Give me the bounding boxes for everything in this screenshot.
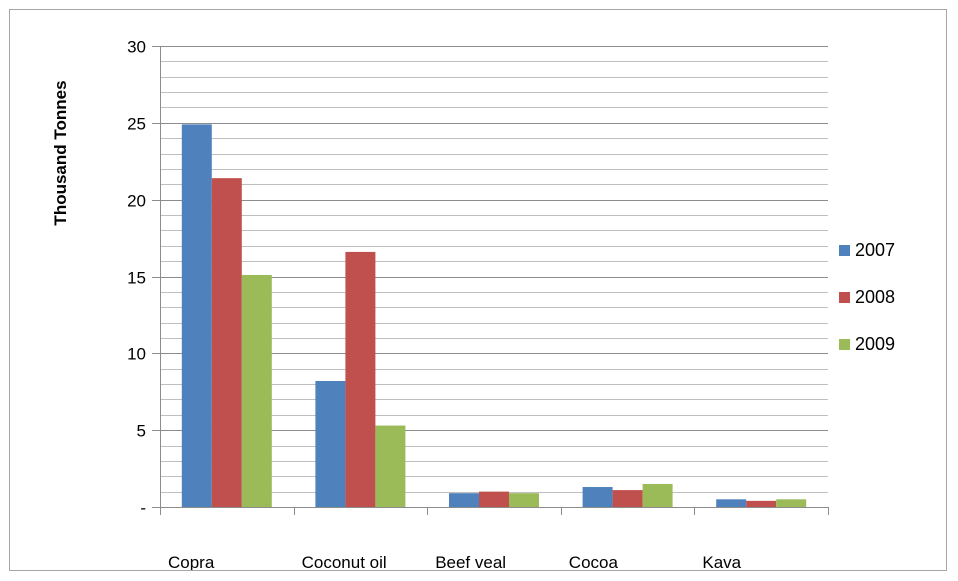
x-category-label: Coconut oil [302, 553, 387, 570]
bar-2008-cocoa [612, 490, 643, 507]
bar-2007-cocoa [582, 487, 613, 507]
bar-2007-kava [716, 499, 747, 507]
x-category-label: Cocoa [569, 553, 619, 570]
legend-swatch-2007 [839, 245, 850, 256]
legend-swatch-2008 [839, 292, 850, 303]
y-tick-label: - [140, 499, 146, 518]
bar-2009-coconut-oil [375, 425, 406, 507]
x-category-label: Beef veal [435, 553, 506, 570]
bar-2008-kava [746, 500, 777, 507]
legend: 2007 2008 2009 [839, 240, 895, 354]
chart-frame: - 5 10 15 20 25 30 Copra Coconut oil Beef veal Coc… [9, 9, 947, 573]
bar-2008-coconut-oil [345, 251, 376, 507]
bar-2009-beef-veal [509, 493, 539, 507]
legend-swatch-2009 [839, 339, 850, 350]
y-tick-label: 5 [137, 422, 146, 441]
legend-label: 2007 [855, 240, 895, 260]
bar-2008-copra [211, 178, 242, 508]
x-category-label: Copra [168, 553, 215, 570]
y-axis-label: Thousand Tonnes [51, 80, 70, 225]
bar-2009-kava [776, 499, 807, 507]
y-tick-label: 10 [127, 345, 146, 364]
axes: - 5 10 15 20 25 30 Copra Coconut oil Beef veal Coc… [127, 38, 829, 572]
y-tick-label: 25 [127, 115, 146, 134]
bar-2007-beef-veal [449, 493, 479, 507]
bar-2009-cocoa [642, 483, 673, 507]
legend-label: 2008 [855, 287, 895, 307]
bar-2007-coconut-oil [315, 380, 346, 507]
y-tick-label: 20 [127, 192, 146, 211]
bar-2007-copra [181, 124, 212, 508]
y-tick-label: 30 [127, 38, 146, 57]
x-category-label: Kava [702, 553, 741, 570]
bar-2009-copra [241, 274, 272, 507]
y-tick-label: 15 [127, 269, 146, 288]
bar-chart: - 5 10 15 20 25 30 Copra Coconut oil Beef veal Coc… [51, 38, 895, 573]
bars [181, 124, 807, 508]
bar-2008-beef-veal [479, 491, 509, 507]
legend-label: 2009 [855, 334, 895, 354]
